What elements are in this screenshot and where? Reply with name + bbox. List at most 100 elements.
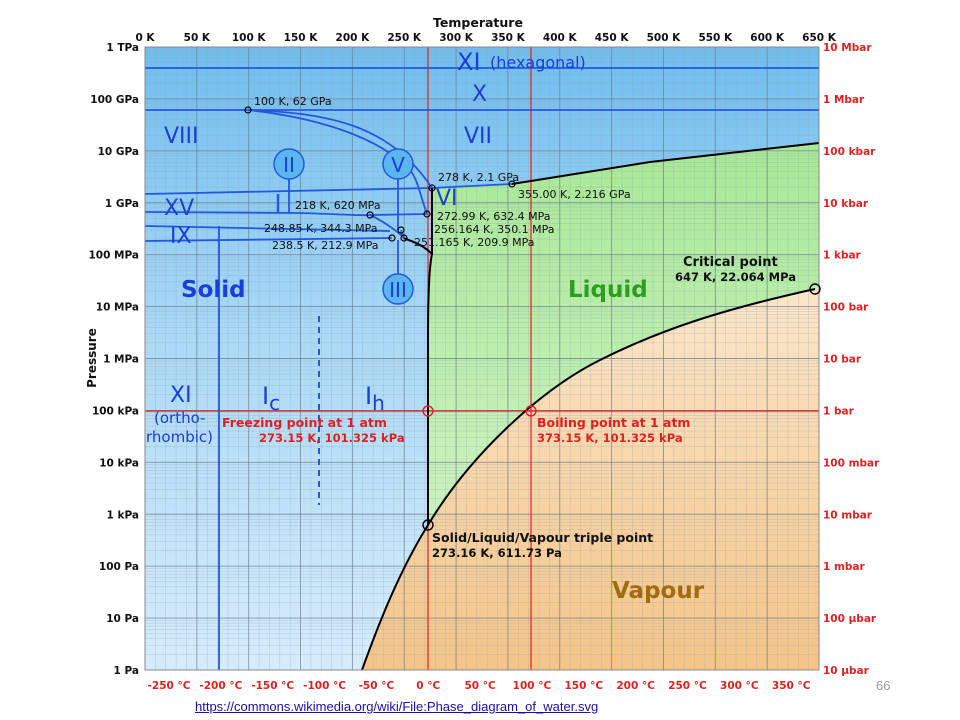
source-link[interactable]: https://commons.wikimedia.org/wiki/File:… — [195, 699, 599, 714]
kelvin-tick-label: 550 K — [698, 32, 733, 44]
bar-tick-label: 1 mbar — [823, 561, 866, 573]
kelvin-tick-label: 600 K — [750, 32, 785, 44]
kelvin-tick-label: 450 K — [595, 32, 630, 44]
bar-tick-label: 100 kbar — [823, 146, 876, 158]
pascal-tick-label: 100 GPa — [90, 94, 139, 106]
bar-tick-label: 100 mbar — [823, 457, 880, 469]
kelvin-tick-label: 300 K — [439, 32, 474, 44]
kelvin-tick-label: 650 K — [802, 32, 837, 44]
celsius-tick-label: -250 °C — [148, 680, 191, 692]
ice-iii-badge — [382, 273, 414, 305]
main-boundaries — [361, 142, 819, 670]
ice-vii-label: VII — [464, 124, 492, 149]
celsius-tick-label: -200 °C — [199, 680, 242, 692]
celsius-tick-label: 100 °C — [513, 680, 552, 692]
pascal-tick-labels: 1 TPa 100 GPa 10 GPa 1 GPa 100 MPa 10 MPa 1 MP… — [88, 42, 139, 677]
ice-ix-label: IX — [170, 224, 192, 249]
triple-points — [244, 106, 516, 242]
ice-xi-hex-label: XI — [457, 48, 481, 76]
kelvin-tick-label: 500 K — [647, 32, 682, 44]
pascal-tick-label: 10 kPa — [99, 457, 139, 469]
triple-point-marker — [422, 519, 434, 531]
pascal-tick-label: 10 MPa — [96, 302, 139, 314]
freezing-point-marker — [422, 405, 434, 417]
celsius-tick-label: 300 °C — [720, 680, 759, 692]
celsius-tick-label: -150 °C — [251, 680, 294, 692]
celsius-tick-labels: -250 °C -200 °C -150 °C -100 °C -50 °C 0 °C 50… — [148, 680, 811, 692]
kelvin-tick-label: 150 K — [284, 32, 319, 44]
bar-tick-label: 10 mbar — [823, 509, 873, 521]
ice-ih-label: Ih — [365, 382, 385, 415]
annotation-27299k: 272.99 K, 632.4 MPa — [437, 210, 551, 223]
ice-xi-ortho-note-1: (ortho- — [154, 409, 205, 427]
celsius-tick-label: 150 °C — [565, 680, 604, 692]
bar-tick-label: 1 kbar — [823, 250, 862, 262]
ice-v-label: V — [391, 153, 405, 177]
ice-iii-label: III — [389, 278, 407, 302]
annotation-251165k: 251.165 K, 209.9 MPa — [414, 236, 535, 249]
pascal-tick-label: 1 kPa — [107, 509, 139, 521]
ice-xi-ortho-note-2: rhombic) — [146, 428, 213, 446]
liquid-region — [428, 143, 819, 525]
annotation-24885k: 248.85 K, 344.3 MPa — [264, 222, 378, 235]
boiling-point-title: Boiling point at 1 atm — [537, 415, 690, 430]
bar-tick-label: 100 µbar — [823, 613, 877, 625]
ice-xv-label: XV — [164, 196, 194, 221]
critical-point-value: 647 K, 22.064 MPa — [675, 270, 796, 284]
pascal-tick-label: 10 Pa — [106, 613, 139, 625]
ice-ii-label: II — [283, 153, 295, 177]
annotation-355k: 355.00 K, 2.216 GPa — [518, 188, 631, 201]
triple-point-value: 273.16 K, 611.73 Pa — [432, 546, 562, 560]
celsius-tick-label: 250 °C — [668, 680, 707, 692]
plot-frame — [144, 46, 820, 671]
bar-tick-label: 10 bar — [823, 354, 862, 366]
ice-viii-label: VIII — [164, 124, 199, 149]
celsius-tick-label: 50 °C — [464, 680, 496, 692]
pascal-tick-label: 1 GPa — [105, 198, 139, 210]
critical-point-title: Critical point — [683, 255, 778, 270]
celsius-tick-label: 200 °C — [616, 680, 655, 692]
boiling-point-marker — [525, 405, 537, 417]
ice-vi-label: VI — [436, 186, 458, 211]
boiling-point-value: 373.15 K, 101.325 kPa — [537, 431, 683, 445]
bar-tick-label: 10 kbar — [823, 198, 869, 210]
bar-tick-label: 10 µbar — [823, 665, 870, 677]
bar-tick-label: 1 Mbar — [823, 94, 865, 106]
liquid-label: Liquid — [568, 277, 648, 303]
ice-ii-badge — [273, 148, 305, 180]
bar-tick-label: 1 bar — [823, 405, 855, 417]
annotation-2385k: 238.5 K, 212.9 MPa — [272, 239, 379, 252]
annotation-278k: 278 K, 2.1 GPa — [438, 171, 519, 184]
pascal-tick-label: 1 TPa — [106, 42, 139, 54]
ice-xi-hex-note: (hexagonal) — [490, 53, 586, 72]
pascal-tick-label: 10 GPa — [98, 146, 139, 158]
bar-tick-label: 100 bar — [823, 302, 869, 314]
bar-tick-label: 10 Mbar — [823, 42, 872, 54]
pascal-tick-label: 1 MPa — [103, 354, 139, 366]
kelvin-tick-labels: 0 K 50 K 100 K 150 K 200 K 250 K 300 K 350 K 400… — [135, 32, 836, 44]
triple-point-title: Solid/Liquid/Vapour triple point — [432, 530, 653, 545]
kelvin-tick-label: 50 K — [184, 32, 211, 44]
celsius-tick-label: -50 °C — [359, 680, 395, 692]
pascal-tick-label: 100 MPa — [88, 250, 139, 262]
kelvin-tick-label: 100 K — [232, 32, 267, 44]
pascal-tick-label: 100 Pa — [99, 561, 139, 573]
kelvin-tick-label: 350 K — [491, 32, 526, 44]
temperature-axis-title: Temperature — [433, 15, 523, 30]
kelvin-tick-label: 400 K — [543, 32, 578, 44]
celsius-tick-label: 0 °C — [416, 680, 440, 692]
kelvin-tick-label: 0 K — [135, 32, 155, 44]
pascal-tick-label: 100 kPa — [92, 405, 139, 417]
page-number: 66 — [876, 678, 891, 693]
freezing-point-title: Freezing point at 1 atm — [222, 415, 387, 430]
annotation-256164k: 256.164 K, 350.1 MPa — [434, 223, 555, 236]
annotation-100k: 100 K, 62 GPa — [254, 95, 332, 108]
ice-ic-label: Ic — [262, 382, 280, 415]
solid-label: Solid — [181, 277, 246, 303]
kelvin-tick-label: 200 K — [336, 32, 371, 44]
ice-boundaries — [145, 67, 819, 670]
ice-v-badge — [382, 148, 414, 180]
kelvin-tick-label: 250 K — [387, 32, 422, 44]
vapour-label: Vapour — [612, 578, 705, 604]
